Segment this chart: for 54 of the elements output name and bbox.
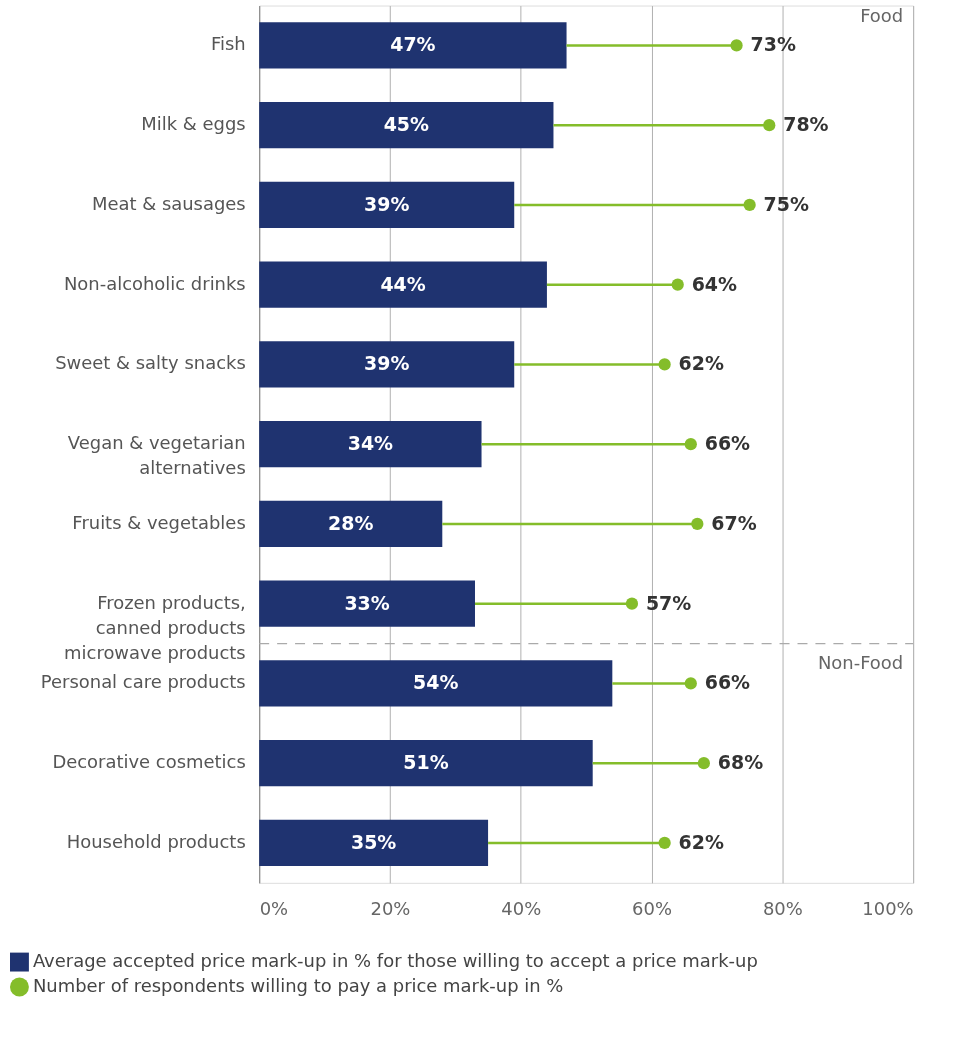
data-label: 66% (704, 671, 751, 694)
x-tick-label: 80% (762, 898, 803, 920)
x-tick-label: 20% (370, 898, 411, 920)
y-tick-label: Meat & sausages (91, 192, 246, 214)
x-tick-label: 40% (501, 898, 542, 920)
point (743, 198, 756, 212)
data-label: 68% (717, 751, 764, 774)
data-label: 33% (344, 591, 390, 614)
y-tick-label: Non-alcoholic drinks (63, 272, 246, 294)
y-tick-label: Household products (66, 830, 246, 852)
x-tick-label: 0% (259, 898, 289, 920)
y-tick-label: Milk & eggs (141, 113, 246, 135)
point (671, 278, 684, 291)
point (684, 438, 697, 451)
x-tick-label: 100% (862, 898, 914, 920)
data-label: 64% (691, 272, 738, 295)
y-tick-label: Frozen products, canned products microwave products (64, 591, 246, 663)
data-label: 51% (403, 751, 449, 774)
y-tick-label: Personal care products (40, 671, 246, 693)
annotation: Food (860, 4, 904, 26)
data-label: 66% (704, 432, 751, 455)
y-tick-label: Decorative cosmetics (52, 751, 246, 773)
point (691, 517, 704, 531)
point (697, 757, 710, 770)
data-label: 57% (645, 591, 692, 614)
data-label: 67% (711, 511, 757, 534)
point (658, 836, 671, 850)
data-label: 28% (328, 511, 374, 534)
data-label: 39% (364, 192, 410, 215)
data-label: 78% (783, 113, 829, 136)
data-label: 62% (678, 830, 724, 853)
data-label: 35% (350, 830, 397, 853)
data-label: 44% (380, 272, 426, 295)
data-label: 45% (383, 113, 430, 136)
point (730, 39, 743, 52)
legend-label: Average accepted price mark-up in % for those willing to accept a price mark-up (32, 950, 758, 972)
x-tick-label: 60% (632, 898, 672, 920)
data-label: 34% (347, 432, 394, 455)
y-tick-label: Vegan & vegetarian alternatives (67, 432, 246, 479)
ref-line-label: Non-Food (817, 652, 904, 674)
point (625, 597, 639, 610)
point (658, 358, 671, 371)
legend-label: Number of respondents willing to pay a price mark-up in % (32, 974, 564, 996)
y-tick-label: Sweet & salty snacks (55, 352, 246, 374)
data-label: 62% (678, 352, 724, 375)
data-label: 73% (750, 33, 796, 56)
y-tick-label: Fruits & vegetables (72, 511, 246, 533)
data-label: 47% (390, 33, 436, 56)
point (763, 119, 776, 132)
point (684, 677, 697, 690)
data-label: 54% (413, 671, 459, 694)
data-label: 39% (364, 352, 410, 375)
y-tick-label: Fish (211, 33, 246, 55)
data-label: 75% (763, 192, 809, 215)
